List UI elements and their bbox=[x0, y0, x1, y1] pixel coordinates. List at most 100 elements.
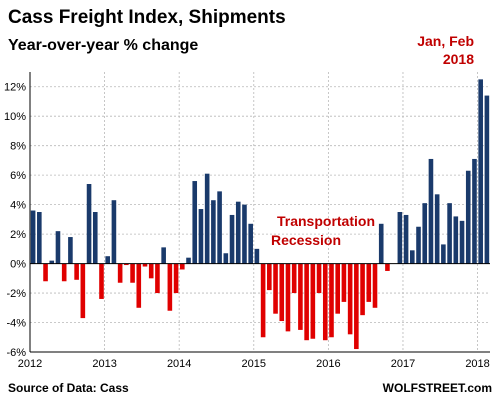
bar bbox=[260, 263, 266, 338]
bar bbox=[117, 263, 123, 283]
bar bbox=[385, 263, 390, 271]
bars bbox=[30, 79, 490, 350]
bar bbox=[329, 263, 334, 338]
bar bbox=[428, 158, 434, 264]
bar bbox=[285, 263, 291, 332]
bar bbox=[192, 181, 198, 264]
x-tick-label: 2017 bbox=[391, 358, 415, 370]
bar bbox=[341, 263, 347, 302]
bar bbox=[478, 79, 483, 264]
bar bbox=[322, 263, 328, 341]
bar bbox=[161, 247, 166, 264]
bar bbox=[86, 184, 92, 264]
bar bbox=[403, 214, 409, 264]
peak-annotation-line2: 2018 bbox=[443, 51, 474, 67]
recession-annotation-line1: Transportation bbox=[277, 213, 375, 229]
bar bbox=[459, 220, 465, 264]
bar bbox=[254, 248, 260, 264]
x-tick-label: 2018 bbox=[465, 358, 489, 370]
y-tick-label: -6% bbox=[6, 347, 26, 359]
chart-title: Cass Freight Index, Shipments bbox=[8, 7, 286, 28]
bar bbox=[410, 250, 415, 264]
bar bbox=[484, 95, 490, 264]
y-tick-label: -4% bbox=[6, 318, 26, 330]
y-tick-label: -2% bbox=[6, 288, 26, 300]
bar bbox=[80, 263, 86, 319]
bar bbox=[198, 209, 204, 264]
bar bbox=[248, 223, 253, 264]
bar bbox=[55, 231, 61, 264]
bar bbox=[279, 263, 285, 322]
y-tick-label: 8% bbox=[10, 141, 26, 153]
bar bbox=[173, 263, 179, 294]
y-tick-label: 12% bbox=[4, 82, 26, 94]
peak-annotation-line1: Jan, Feb bbox=[417, 33, 474, 49]
bar bbox=[267, 263, 272, 291]
bar bbox=[366, 263, 372, 302]
y-tick-label: 0% bbox=[10, 259, 26, 271]
x-tick-label: 2014 bbox=[167, 358, 191, 370]
bar bbox=[74, 263, 79, 280]
bar bbox=[235, 201, 241, 264]
bar bbox=[223, 253, 229, 264]
bar bbox=[155, 263, 160, 294]
x-tick-label: 2015 bbox=[242, 358, 266, 370]
bar bbox=[142, 263, 148, 267]
bar bbox=[180, 263, 185, 270]
y-tick-label: 10% bbox=[4, 111, 26, 123]
bar bbox=[68, 237, 73, 264]
bar bbox=[310, 263, 316, 339]
bar bbox=[30, 210, 36, 264]
bar bbox=[136, 263, 142, 308]
bar bbox=[273, 263, 278, 314]
recession-annotation-line2: Recession bbox=[271, 232, 341, 248]
bar bbox=[441, 244, 446, 264]
x-tick-label: 2013 bbox=[92, 358, 116, 370]
bar bbox=[360, 263, 365, 316]
x-tick-label: 2012 bbox=[18, 358, 42, 370]
y-tick-label: 4% bbox=[10, 200, 26, 212]
bar bbox=[217, 191, 222, 264]
bar bbox=[204, 173, 210, 264]
bar bbox=[37, 212, 42, 264]
bar bbox=[453, 216, 459, 264]
brand-label: WOLFSTREET.com bbox=[383, 381, 492, 395]
bar bbox=[422, 203, 428, 264]
bar bbox=[378, 223, 384, 264]
bar bbox=[124, 263, 129, 266]
bar bbox=[105, 256, 110, 264]
bar bbox=[186, 257, 191, 264]
bar bbox=[447, 203, 452, 264]
bar bbox=[211, 200, 216, 264]
bar bbox=[242, 204, 247, 264]
y-tick-label: 2% bbox=[10, 229, 26, 241]
bar bbox=[304, 263, 309, 341]
bar bbox=[148, 263, 154, 279]
x-tick-label: 2016 bbox=[316, 358, 340, 370]
source-note: Source of Data: Cass bbox=[8, 381, 129, 395]
bar bbox=[92, 212, 98, 264]
bar bbox=[372, 263, 378, 308]
bar bbox=[43, 263, 48, 282]
bar bbox=[291, 263, 297, 294]
axes: -6% -4% -2% 0% 2% 4% 6% 8% 10% 12% 2012 2013 2014 201… bbox=[4, 72, 490, 370]
bar bbox=[130, 263, 135, 283]
bar bbox=[354, 263, 359, 350]
bar bbox=[347, 263, 353, 335]
bar bbox=[49, 260, 55, 264]
bar bbox=[99, 263, 104, 299]
bar bbox=[397, 212, 403, 264]
bar bbox=[316, 263, 322, 294]
bar bbox=[167, 263, 173, 311]
bar bbox=[465, 170, 471, 264]
bar bbox=[298, 263, 303, 330]
y-tick-label: 6% bbox=[10, 170, 26, 182]
bar bbox=[61, 263, 67, 282]
bar bbox=[472, 158, 477, 264]
bar bbox=[434, 194, 440, 264]
grid-lines bbox=[29, 72, 490, 353]
bar bbox=[335, 263, 340, 314]
bar bbox=[229, 214, 235, 264]
